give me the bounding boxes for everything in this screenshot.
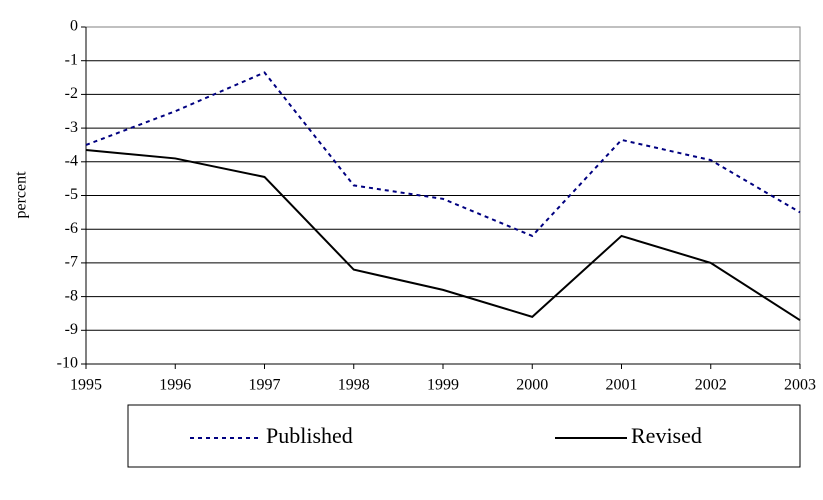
legend-label: Revised [631,423,702,448]
x-tick-label: 2000 [516,377,548,394]
y-tick-label: 0 [70,18,78,35]
x-tick-label: 2003 [784,377,816,394]
y-tick-label: -4 [65,152,78,169]
y-axis-label: percent [13,171,30,219]
series-line [85,149,801,322]
y-tick-label: -8 [65,287,78,304]
x-tick-label: 1995 [70,377,102,394]
x-tick-label: 1999 [427,377,459,394]
x-tick-label: 2001 [606,377,638,394]
y-tick-label: -7 [65,254,78,271]
y-tick-label: -10 [57,355,78,372]
x-tick-label: 2002 [695,377,727,394]
y-tick-label: -5 [65,186,78,203]
legend-label: Published [266,423,353,448]
y-tick-label: -2 [65,85,78,102]
y-tick-label: -9 [65,321,78,338]
legend-box [127,404,801,468]
series-line [85,71,801,238]
x-tick-label: 1996 [159,377,191,394]
y-tick-label: -6 [65,220,78,237]
x-tick-label: 1998 [338,377,370,394]
y-tick-label: -1 [65,51,78,68]
x-tick-label: 1997 [249,377,281,394]
y-tick-label: -3 [65,119,78,136]
